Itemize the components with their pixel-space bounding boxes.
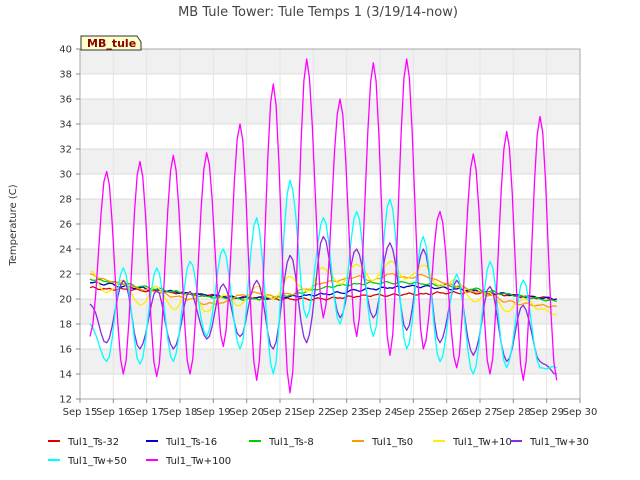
plot-band — [80, 374, 580, 399]
y-tick-label: 30 — [59, 170, 72, 181]
legend-label: Tul1_Ts0 — [371, 437, 413, 448]
y-tick-label: 40 — [59, 45, 72, 56]
x-tick-label: Sep 15 — [63, 407, 98, 418]
series-line-Tul1_Ts0 — [89, 272, 557, 308]
legend-label: Tul1_Tw+30 — [529, 437, 589, 448]
x-tick-label: Sep 23 — [329, 407, 364, 418]
x-tick-label: Sep 27 — [463, 407, 498, 418]
y-tick-label: 22 — [59, 270, 72, 281]
legend: Tul1_Ts-32 Tul1_Ts-16 Tul1_Ts-8 Tul1_Ts0 Tul… — [48, 437, 589, 467]
series-line-Tul1_Tw+10 — [89, 260, 557, 316]
plot-band — [80, 324, 580, 349]
badge-shape — [80, 35, 142, 51]
plot-band — [80, 199, 580, 224]
x-tick-label: Sep 18 — [163, 407, 198, 418]
y-tick-label: 28 — [59, 195, 72, 206]
y-tick-label: 16 — [59, 345, 72, 356]
legend-label: Tul1_Ts-16 — [165, 437, 217, 448]
plot-band — [80, 174, 580, 199]
x-tick-label: Sep 28 — [496, 407, 531, 418]
y-tick-label: 36 — [59, 95, 72, 106]
y-tick-label: 18 — [59, 320, 72, 331]
y-tick-label: 38 — [59, 70, 72, 81]
chart-title: MB Tule Tower: Tule Temps 1 (3/19/14-now… — [178, 5, 458, 20]
plot-band — [80, 74, 580, 99]
y-axis-label: Temperature (C) — [8, 184, 19, 266]
plot-band — [80, 124, 580, 149]
legend-label: Tul1_Tw+10 — [452, 437, 512, 448]
y-tick-label: 20 — [59, 295, 72, 306]
y-tick-label: 26 — [59, 220, 72, 231]
plot-band — [80, 299, 580, 324]
plot-band — [80, 49, 580, 74]
y-tick-label: 34 — [59, 120, 72, 131]
x-tick-label: Sep 22 — [296, 407, 331, 418]
x-tick-label: Sep 24 — [363, 407, 398, 418]
badge-label: MB_tule — [87, 37, 136, 50]
legend-label: Tul1_Ts-8 — [268, 437, 314, 448]
x-tick-label: Sep 19 — [196, 407, 231, 418]
series-line-Tul1_Tw+100 — [89, 58, 558, 394]
x-tick-label: Sep 16 — [96, 407, 131, 418]
y-axis: 12 14 16 18 20 22 24 26 28 30 32 34 36 38 40 — [59, 45, 80, 406]
legend-label: Tul1_Tw+100 — [165, 456, 231, 467]
y-tick-label: 32 — [59, 145, 72, 156]
y-tick-label: 24 — [59, 245, 72, 256]
plot-band — [80, 149, 580, 174]
x-tick-label: Sep 17 — [129, 407, 164, 418]
station-badge: MB_tule — [80, 35, 142, 51]
series-line-Tul1_Ts-8 — [89, 278, 557, 303]
legend-label: Tul1_Tw+50 — [67, 456, 127, 467]
y-tick-label: 14 — [59, 370, 72, 381]
x-tick-label: Sep 20 — [229, 407, 264, 418]
y-tick-label: 12 — [59, 395, 72, 406]
plot-band — [80, 349, 580, 374]
x-tick-label: Sep 21 — [263, 407, 298, 418]
series-line-Tul1_Tw+50 — [89, 179, 557, 375]
x-tick-label: Sep 25 — [396, 407, 431, 418]
series-layer — [89, 58, 558, 394]
legend-label: Tul1_Ts-32 — [67, 437, 119, 448]
plot-band — [80, 99, 580, 124]
x-tick-label: Sep 26 — [429, 407, 464, 418]
x-tick-label: Sep 30 — [563, 407, 598, 418]
x-tick-label: Sep 29 — [529, 407, 564, 418]
